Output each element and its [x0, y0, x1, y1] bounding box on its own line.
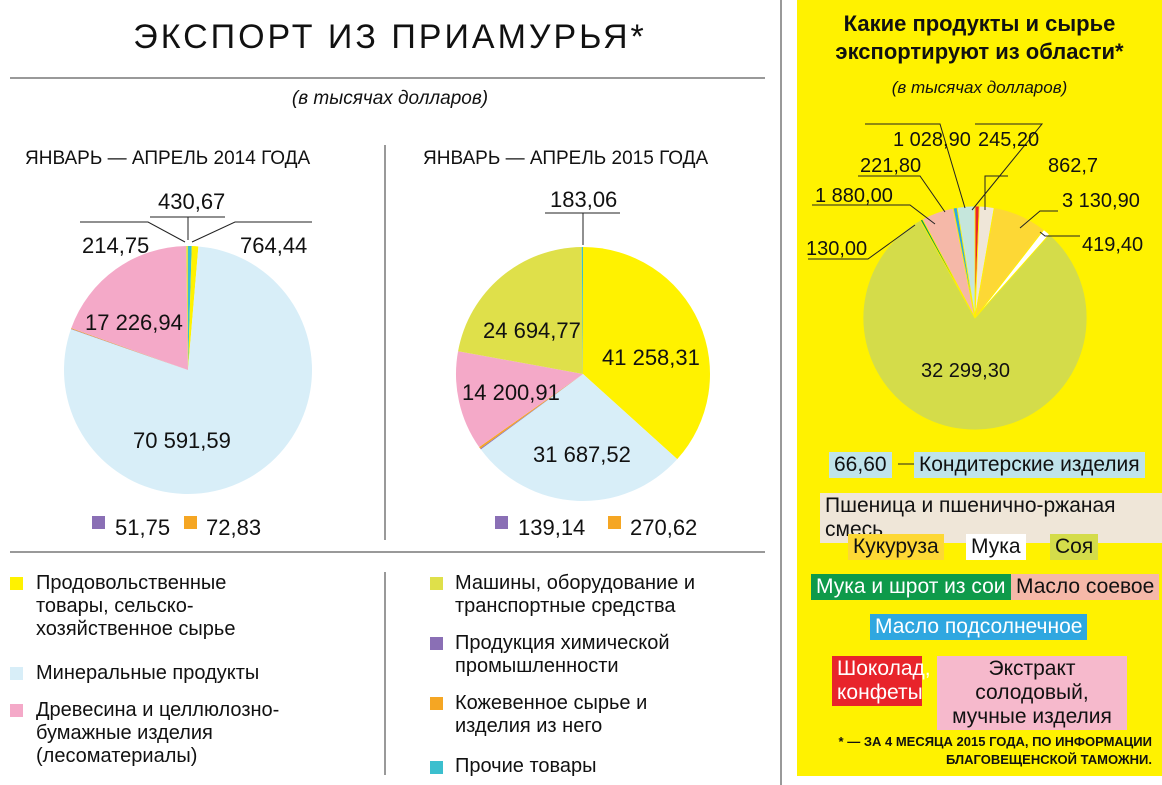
legend-flour: Мука [966, 534, 1026, 560]
label-2015-chem: 139,14 [518, 515, 585, 540]
label-2014-mineral: 70 591,59 [133, 428, 231, 453]
pie-slice-wood [455, 351, 583, 448]
legend-corn: Кукуруза [848, 534, 944, 560]
label-2014-chem: 51,75 [115, 515, 170, 540]
legend-soyoil: Масло соевое [1011, 574, 1160, 600]
label-2015-machinery: 24 694,77 [483, 318, 581, 343]
label-sunoil: 221,80 [860, 155, 921, 177]
units-subtitle: (в тысячах долларов) [291, 88, 489, 109]
legend-wood: Древесина и целлюлозно-бумажные изделия … [36, 699, 280, 767]
label-2014-leather: 72,83 [206, 515, 261, 540]
label-2015-mineral: 31 687,52 [533, 442, 631, 467]
legend-soy: Соя [1050, 534, 1099, 560]
legend-swatch-food [10, 577, 23, 590]
legend-machinery: Машины, оборудование и транспортные сред… [455, 572, 696, 617]
legend-soymeal: Мука и шрот из сои [811, 574, 1011, 600]
legend-sunoil: Масло подсолнечное [870, 614, 1088, 640]
footnote: * — ЗА 4 МЕСЯЦА 2015 ГОДА, ПО ИНФОРМАЦИИ… [838, 734, 1152, 767]
pie-slice-4 [862, 219, 1088, 431]
label-2015-leather: 270,62 [630, 515, 697, 540]
legend-leather: Кожевенное сырье и изделия из него [455, 692, 648, 737]
leader-lines [80, 123, 1080, 465]
konditer-value: 66,60 [829, 452, 892, 478]
pie-slice-mineral [63, 246, 312, 495]
pie-slice-wood [71, 246, 188, 370]
legend-swatch-wood [10, 704, 23, 717]
pie-products [862, 205, 1088, 431]
legend-swatch-leather [430, 697, 443, 710]
pie-slice-mineral [480, 374, 678, 501]
label-soy: 32 299,30 [921, 360, 1010, 382]
label-teal: 1 028,90 [893, 129, 971, 151]
page-title: ЭКСПОРТ ИЗ ПРИАМУРЬЯ* [133, 18, 647, 56]
label-2014-other: 430,67 [158, 189, 225, 214]
legend-swatch-other [430, 761, 443, 774]
label-corn: 3 130,90 [1062, 190, 1140, 212]
label-2015-wood: 14 200,91 [462, 380, 560, 405]
pie-slice-machinery [186, 246, 188, 370]
products-subtitle: (в тысячах долларов) [891, 78, 1068, 97]
pie-2014-title: ЯНВАРЬ — АПРЕЛЬ 2014 ГОДА [25, 148, 311, 169]
pie-slice-leather [71, 328, 188, 370]
label-soymeal: 130,00 [806, 238, 867, 260]
pie-slice-chem [480, 374, 583, 450]
legend-swatch-machinery [430, 577, 443, 590]
pie-slice-food [583, 247, 710, 460]
pie-slice-food [188, 246, 199, 370]
label-wheat: 862,7 [1048, 155, 1098, 177]
pie-slice-other [581, 247, 583, 374]
pie-slice-leather [479, 374, 583, 449]
label-flour: 419,40 [1082, 234, 1143, 256]
pie-slice-other [188, 246, 192, 370]
products-title: Какие продукты и сырье экспортируют из о… [835, 11, 1124, 64]
label-soyoil: 1 880,00 [815, 185, 893, 207]
label-2014-food: 764,44 [240, 233, 307, 258]
legend-konditer: Кондитерские изделия [914, 452, 1145, 478]
pie-2015-title: ЯНВАРЬ — АПРЕЛЬ 2015 ГОДА [423, 148, 709, 169]
chem-marker [92, 516, 105, 529]
legend-malt: Экстракт солодовый, мучные изделия [937, 656, 1127, 730]
pie-2015 [455, 247, 710, 501]
legend-choco: Шоколад, конфеты [832, 656, 931, 706]
chem-marker [495, 516, 508, 529]
leather-marker [184, 516, 197, 529]
legend-food: Продовольственные товары, сельско-хозяйс… [36, 572, 236, 640]
leather-marker [608, 516, 621, 529]
label-2014-wood: 17 226,94 [85, 310, 183, 335]
legend-other: Прочие товары [455, 755, 597, 777]
pie-slice-machinery [458, 247, 583, 374]
legend-swatch-chem [430, 637, 443, 650]
label-2015-other: 183,06 [550, 187, 617, 212]
legend-chem: Продукция химической промышленности [455, 632, 670, 677]
label-2015-food: 41 258,31 [602, 345, 700, 370]
pie-slice-chem [70, 328, 188, 370]
label-choco: 245,20 [978, 129, 1039, 151]
legend-mineral: Минеральные продукты [36, 662, 260, 684]
legend-swatch-mineral [10, 667, 23, 680]
pie-2014 [63, 246, 312, 495]
label-2014-machinery: 214,75 [82, 233, 149, 258]
